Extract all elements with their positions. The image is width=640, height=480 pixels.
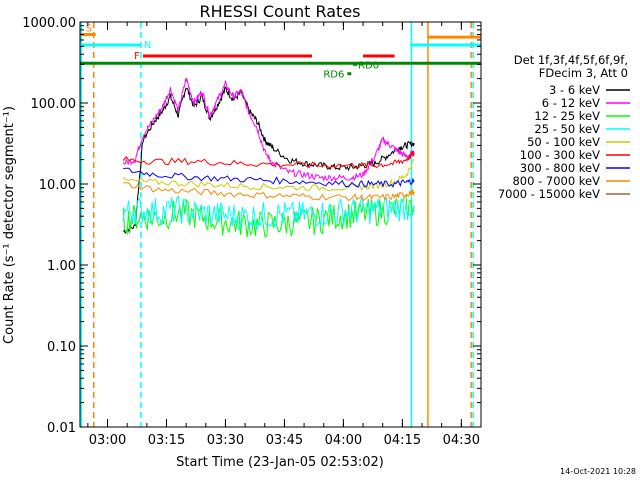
annotation-label: F — [134, 51, 140, 62]
annotation-label: S — [86, 24, 92, 35]
series-line-6 — [123, 167, 415, 188]
legend-entry-label: 300 - 800 keV — [520, 161, 600, 175]
y-axis-label: Count Rate (s⁻¹ detector segment⁻¹) — [2, 106, 17, 344]
x-tick-label: 03:15 — [148, 433, 185, 448]
x-tick-label: 03:30 — [207, 433, 244, 448]
y-tick-label: 1.00 — [47, 259, 76, 274]
chart-title: RHESSI Count Rates — [200, 2, 361, 21]
series-layer — [122, 76, 415, 238]
x-tick-label: 03:45 — [266, 433, 303, 448]
legend-entry-label: 6 - 12 keV — [542, 96, 600, 110]
legend-entry-label: 12 - 25 keV — [534, 109, 600, 123]
x-axis-label: Start Time (23-Jan-05 02:53:02) — [176, 455, 384, 470]
legend-header: Det 1f,3f,4f,5f,6f,9f, — [514, 53, 628, 67]
x-tick-label: 04:00 — [325, 433, 362, 448]
legend-entry-label: 25 - 50 keV — [534, 122, 600, 136]
series-line-3 — [122, 194, 415, 231]
annotation-label: RD0 — [358, 60, 379, 71]
series-line-5 — [122, 151, 415, 169]
series-line-7 — [123, 182, 415, 202]
x-axis: 03:00 03:15 03:30 03:45 04:00 04:15 04:30 — [87, 22, 482, 448]
y-tick-label: 0.01 — [47, 421, 76, 436]
legend-entry-label: 100 - 300 keV — [520, 148, 600, 162]
legend-entry-label: 800 - 7000 keV — [512, 174, 600, 188]
annotation-label: RD6 — [323, 70, 344, 81]
x-tick-label: 03:00 — [89, 433, 126, 448]
timestamp: 14-Oct-2021 10:28 — [560, 467, 636, 476]
legend-entry-label: 50 - 100 keV — [527, 135, 600, 149]
y-tick-label: 10.00 — [39, 178, 76, 193]
series-line-1 — [122, 76, 415, 182]
annotation-layer: S NF RD0 RD6 — [80, 22, 481, 427]
x-tick-label: 04:30 — [443, 433, 480, 448]
plot-frame — [79, 21, 482, 428]
annotation-label: N — [144, 40, 151, 51]
legend-header: FDecim 3, Att 0 — [539, 66, 628, 80]
y-tick-label: 100.00 — [31, 97, 77, 112]
legend-entry-label: 7000 - 15000 keV — [498, 187, 600, 201]
x-tick-label: 04:15 — [384, 433, 421, 448]
legend: Det 1f,3f,4f,5f,6f,9f,FDecim 3, Att 0 3 -… — [498, 53, 630, 201]
y-tick-label: 1000.00 — [22, 16, 76, 31]
y-tick-label: 0.10 — [47, 340, 76, 355]
legend-entry-label: 3 - 6 keV — [549, 83, 600, 97]
y-axis: 0.01 0.10 1.00 10.00 100.00 1000.00 — [22, 16, 481, 436]
series-line-2 — [122, 194, 415, 238]
